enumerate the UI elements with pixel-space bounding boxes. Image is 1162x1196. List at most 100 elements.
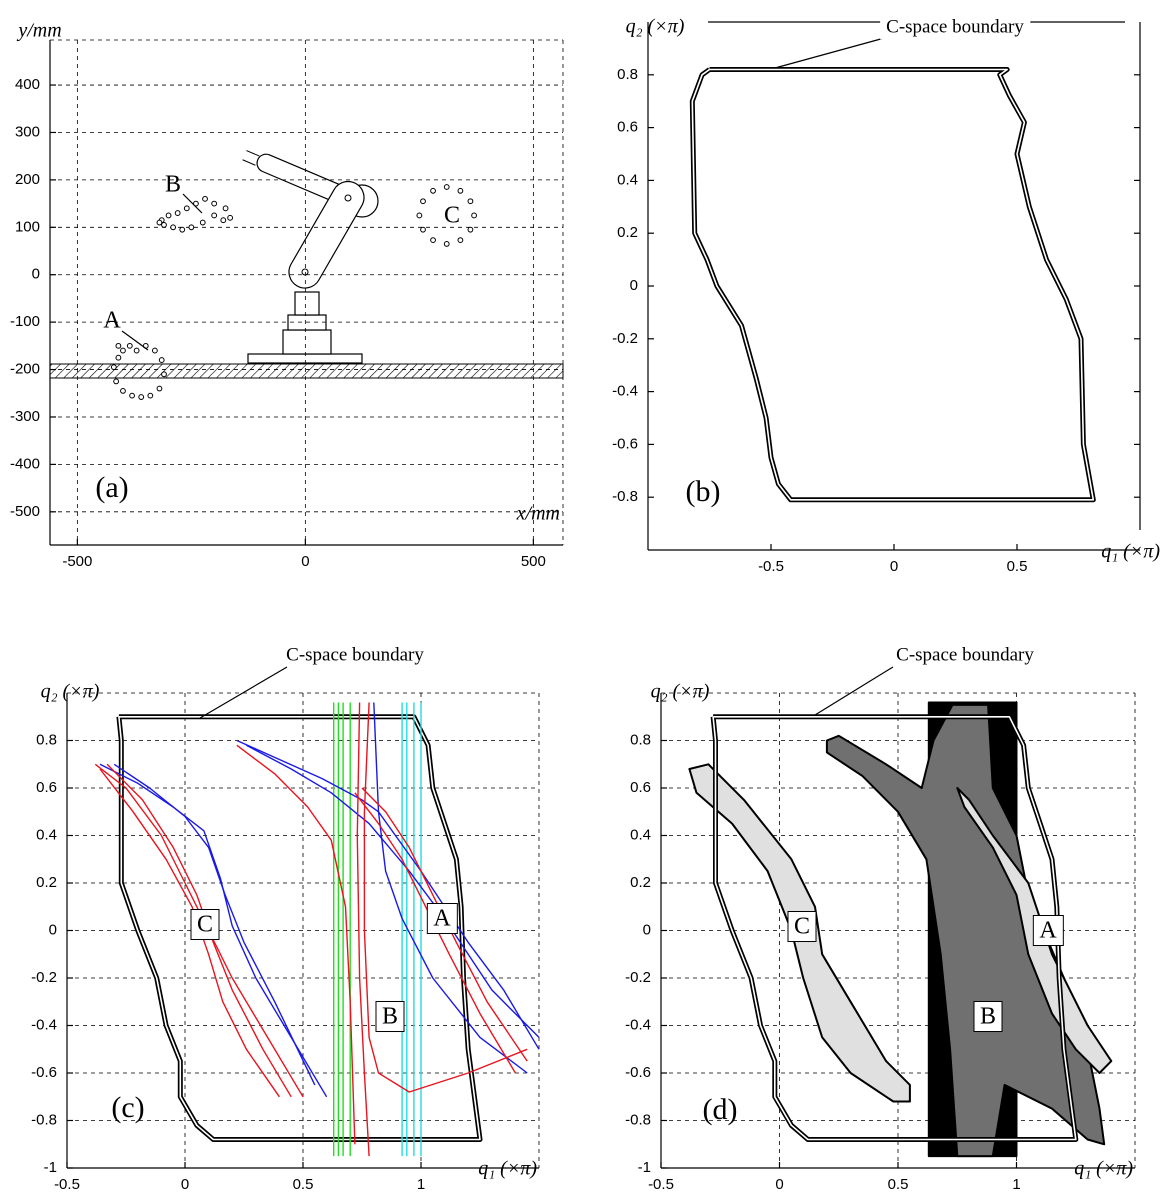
x-axis-label: q₁ (×π) — [478, 1158, 537, 1180]
point — [420, 198, 426, 205]
point — [443, 240, 450, 247]
trajectory — [113, 763, 316, 1086]
point — [467, 226, 474, 233]
point — [430, 187, 436, 194]
y-tick-label: -100 — [10, 313, 40, 330]
point — [115, 354, 122, 361]
y-tick-label: 300 — [15, 123, 40, 140]
point — [199, 219, 206, 226]
trajectory — [246, 744, 540, 1038]
y-tick-label: 0.4 — [630, 826, 651, 843]
point — [138, 394, 145, 400]
x-tick-label: -0.5 — [54, 1176, 80, 1193]
annotation-box — [190, 909, 220, 941]
y-tick-label: 0 — [32, 266, 40, 283]
point — [156, 219, 163, 226]
y-tick-label: -0.6 — [612, 435, 638, 452]
y-tick-label: -0.4 — [612, 383, 638, 400]
robot-joint — [344, 194, 352, 202]
trajectory — [356, 702, 370, 1157]
y-tick-label: -0.4 — [625, 1016, 651, 1033]
trajectory — [236, 744, 356, 1145]
annotation: C-space boundary — [286, 644, 424, 665]
point — [120, 347, 126, 354]
trajectory — [373, 702, 528, 1074]
x-tick-label: 0 — [775, 1176, 783, 1193]
x-axis-label: x/mm — [516, 503, 560, 525]
y-tick-label: 0.4 — [36, 826, 57, 843]
leader-line — [182, 193, 203, 214]
x-tick-label: -0.5 — [648, 1176, 674, 1193]
trajectory — [363, 702, 528, 1093]
annotation: (c) — [111, 1091, 144, 1124]
annotation-box — [973, 1001, 1003, 1033]
point — [179, 226, 186, 233]
y-tick-label: -1 — [44, 1159, 57, 1176]
annotation-box — [787, 911, 817, 943]
point — [170, 224, 177, 231]
trajectory — [99, 763, 328, 1098]
y-tick-label: 0 — [630, 277, 638, 294]
point — [443, 184, 450, 190]
x-axis-label: q₁ (×π) — [1101, 541, 1160, 563]
y-tick-label: 0 — [643, 921, 651, 938]
annotation: A — [433, 906, 451, 932]
y-tick-label: -500 — [10, 503, 40, 520]
point — [222, 205, 229, 212]
point — [471, 212, 477, 219]
point — [129, 392, 135, 399]
robot-sketch — [49, 150, 564, 379]
robot-pedestal — [282, 329, 332, 355]
annotation: C-space boundary — [896, 644, 1034, 665]
point — [110, 364, 117, 371]
boundary-inner — [712, 716, 1077, 1141]
annotation: C — [197, 912, 213, 938]
y-tick-label: -0.8 — [31, 1111, 57, 1128]
point — [156, 385, 163, 392]
trajectory — [361, 787, 528, 1062]
floor — [49, 363, 564, 379]
point — [174, 210, 181, 216]
annotation: C — [794, 914, 810, 940]
point — [147, 392, 154, 399]
point — [165, 212, 172, 219]
annotation: B — [165, 172, 181, 198]
boundary-inner — [118, 716, 481, 1141]
boundary-outer — [689, 67, 1096, 503]
point — [467, 198, 474, 205]
x-tick-label: 1 — [417, 1176, 425, 1193]
y-tick-label: -0.2 — [625, 969, 651, 986]
annotation: B — [382, 1004, 398, 1030]
trajectory — [94, 763, 304, 1098]
x-tick-label: 1 — [1012, 1176, 1020, 1193]
leader-line — [774, 36, 889, 69]
y-tick-label: 0.8 — [617, 66, 638, 83]
point — [416, 212, 423, 219]
point — [430, 237, 436, 244]
point — [133, 347, 140, 354]
point — [457, 237, 464, 244]
trajectory — [354, 792, 517, 1074]
point — [193, 200, 199, 207]
x-tick-label: 0.5 — [1007, 558, 1028, 575]
annotation: A — [1039, 918, 1057, 944]
y-axis-label: q₂ (×π) — [41, 681, 100, 703]
robot-lower-arm — [288, 180, 365, 289]
y-axis-label: q₂ (×π) — [651, 681, 710, 703]
boundary-inner — [691, 68, 1095, 501]
point — [202, 195, 208, 202]
y-axis-label: y/mm — [16, 20, 61, 42]
point — [220, 217, 227, 224]
annotation: (a) — [95, 471, 128, 504]
y-tick-label: 0.8 — [36, 731, 57, 748]
trajectory — [99, 768, 280, 1098]
y-tick-label: -200 — [10, 361, 40, 378]
point — [211, 212, 218, 219]
y-tick-label: 0.6 — [630, 779, 651, 796]
point — [227, 214, 234, 221]
y-tick-label: 0.2 — [630, 874, 651, 891]
point — [188, 224, 195, 231]
point — [115, 342, 122, 349]
